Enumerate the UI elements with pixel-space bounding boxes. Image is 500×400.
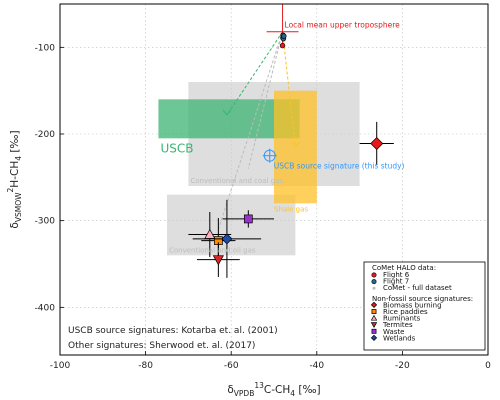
source-point-wetlands: [221, 233, 233, 245]
legend-title-sources: Non-fossil source signatures:: [372, 295, 473, 303]
y-tick-label: -100: [35, 43, 56, 53]
data-points: [188, 3, 394, 278]
mixing-line-conventional-coal: [247, 31, 284, 169]
legend-marker-flight-6: [371, 272, 377, 278]
region-label-conventional-oil-gas: Conventional and oil gas: [169, 246, 256, 254]
region-conventional-oil-gas: [167, 194, 296, 256]
region-label-shale-gas: Shale gas: [274, 205, 308, 213]
x-tick-label: -100: [50, 361, 71, 371]
legend-label-waste: Waste: [383, 328, 404, 336]
region-label-conventional-coal-gas: Conventional and coal gas: [190, 177, 283, 185]
legend-marker-rice-paddies: [371, 309, 377, 314]
legend-label-ruminants: Ruminants: [383, 315, 421, 323]
source-point-biomass-burning: [370, 137, 384, 151]
source-point-waste: [243, 214, 253, 224]
legend-marker-ruminants: [370, 314, 378, 321]
x-tick-label: -60: [224, 361, 239, 371]
citation-kotarba: USCB source signatures: Kotarba et. al. …: [68, 326, 278, 336]
x-tick-label: -80: [138, 361, 153, 371]
annotations: Conventional and coal gas Conventional an…: [160, 21, 404, 255]
source-regions: [158, 82, 360, 256]
legend-label-wetlands: Wetlands: [383, 334, 416, 342]
legend-marker-wetlands: [370, 334, 378, 341]
legend-marker-flight-7: [371, 279, 377, 285]
legend-label-flight-7: Flight 7: [383, 278, 409, 286]
source-point-termites: [212, 255, 224, 266]
legend-marker-waste: [371, 328, 377, 334]
mixing-line-uscb-center: [226, 31, 283, 116]
mixing-line-shale-center: [282, 31, 296, 148]
troposphere-label: Local mean upper troposphere: [285, 21, 401, 30]
legend-label-full-dataset: CoMet - full dataset: [383, 284, 452, 292]
flight-point-flight-6: [279, 42, 286, 49]
y-axis-title: δVSMOW2H-CH4 [‰]: [6, 130, 23, 228]
legend-marker-termites: [370, 322, 378, 329]
x-tick-label: -20: [395, 361, 410, 371]
mixing-arrow-shale-center: [291, 141, 300, 148]
x-tick-label: 0: [485, 361, 491, 371]
region-label-uscb: USCB: [160, 141, 193, 155]
mixing-arrow-uscb-center: [222, 109, 232, 116]
legend-label-flight-6: Flight 6: [383, 271, 410, 279]
legend-title-comet: CoMet HALO data:: [372, 264, 436, 272]
y-tick-label: -400: [35, 303, 56, 313]
legend-marker-biomass-burning: [370, 301, 378, 308]
legend-label-biomass-burning: Biomass burning: [383, 301, 442, 309]
y-tick-label: -200: [35, 130, 56, 140]
uscb-signature-label: USCB source signature (this study): [274, 162, 405, 171]
x-tick-label: -40: [309, 361, 324, 371]
mixing-lines: [217, 31, 300, 230]
legend-label-rice-paddies: Rice paddies: [383, 308, 428, 316]
citation-sherwood: Other signatures: Sherwood et. al. (2017…: [68, 341, 255, 351]
flight-point-flight-7: [281, 33, 287, 39]
y-tick-label: -300: [35, 217, 56, 227]
legend-label-termites: Termites: [382, 321, 413, 329]
legend: CoMet HALO data: Non-fossil source signa…: [363, 261, 486, 351]
plot-frame: [59, 3, 489, 356]
x-axis-title: δVPDB13C-CH4 [‰]: [227, 381, 320, 398]
legend-box: [363, 261, 486, 351]
legend-marker-full-dataset: [372, 286, 376, 290]
axis-ticks: -100 -80 -60 -40 -20 0-400-300-200-100: [35, 43, 492, 371]
